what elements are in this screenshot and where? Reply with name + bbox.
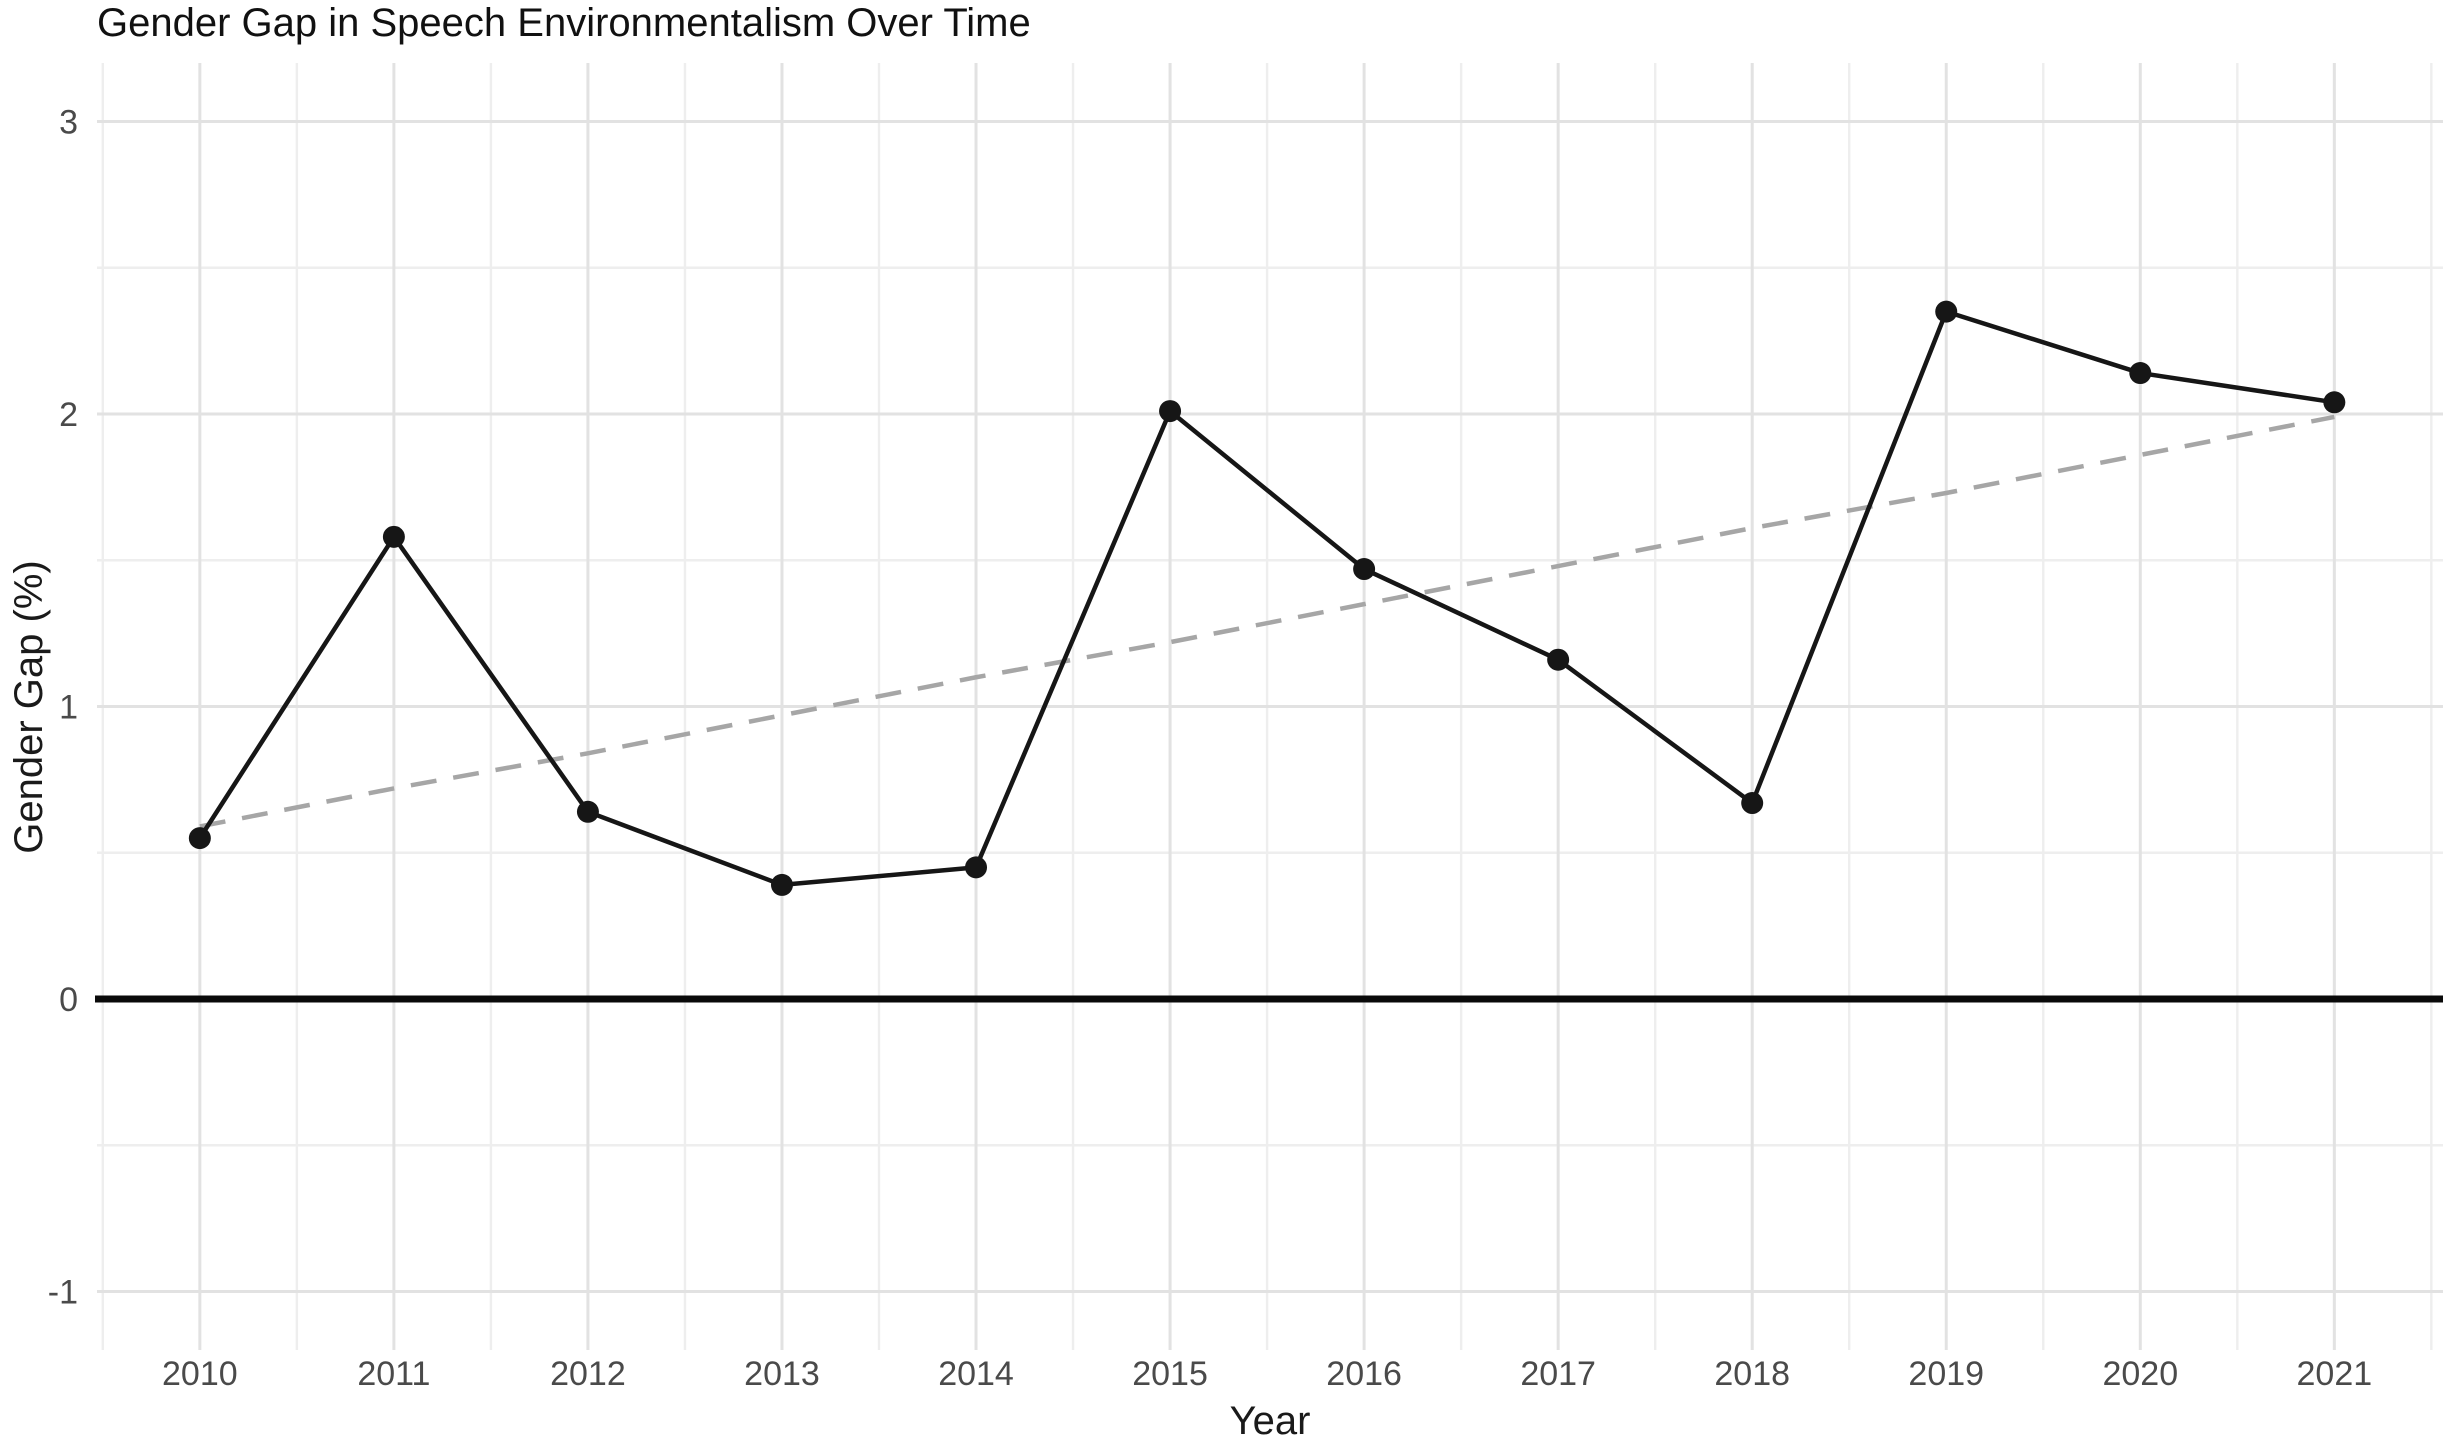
chart-title: Gender Gap in Speech Environmentalism Ov… xyxy=(97,1,1031,45)
x-axis-title: Year xyxy=(1230,1399,1311,1439)
data-point xyxy=(1741,792,1764,815)
x-tick-label: 2020 xyxy=(2102,1355,2178,1393)
data-point xyxy=(770,873,793,896)
series-line-path xyxy=(197,309,2335,888)
data-point xyxy=(1159,400,1182,423)
trend-dashed-line xyxy=(199,414,2335,829)
x-tick-label: 2010 xyxy=(162,1355,238,1393)
data-point xyxy=(2323,391,2346,414)
major-gridlines xyxy=(97,63,2443,1350)
x-tick-label: 2015 xyxy=(1132,1355,1208,1393)
y-axis-title: Gender Gap (%) xyxy=(7,560,51,853)
data-point xyxy=(1353,558,1376,581)
trend-line-path xyxy=(199,414,2335,829)
data-point xyxy=(1547,648,1570,671)
data-point xyxy=(965,856,988,879)
x-tick-label: 2013 xyxy=(744,1355,820,1393)
x-tick-label: 2017 xyxy=(1520,1355,1596,1393)
x-axis-tick-labels: 2010 2011 2012 2013 2014 2015 2016 2017 2018 2019… xyxy=(162,1355,2372,1393)
data-point xyxy=(188,827,211,850)
data-point xyxy=(382,525,405,548)
y-tick-label: 2 xyxy=(59,396,78,434)
gender-gap-line xyxy=(197,309,2335,888)
x-tick-label: 2012 xyxy=(550,1355,626,1393)
y-tick-label: 1 xyxy=(59,689,78,727)
y-tick-label: 0 xyxy=(59,981,78,1019)
x-tick-label: 2019 xyxy=(1908,1355,1984,1393)
data-points xyxy=(188,300,2346,896)
data-point xyxy=(2129,362,2152,385)
x-tick-label: 2011 xyxy=(357,1355,430,1393)
y-tick-label: -1 xyxy=(48,1274,78,1312)
y-tick-label: 3 xyxy=(59,104,78,142)
y-axis-tick-labels: -1 0 1 2 3 xyxy=(48,104,78,1312)
x-tick-label: 2021 xyxy=(2297,1355,2373,1393)
x-tick-label: 2016 xyxy=(1326,1355,1402,1393)
x-tick-label: 2014 xyxy=(938,1355,1014,1393)
data-point xyxy=(1935,300,1958,323)
data-point xyxy=(576,800,599,823)
x-tick-label: 2018 xyxy=(1714,1355,1790,1393)
